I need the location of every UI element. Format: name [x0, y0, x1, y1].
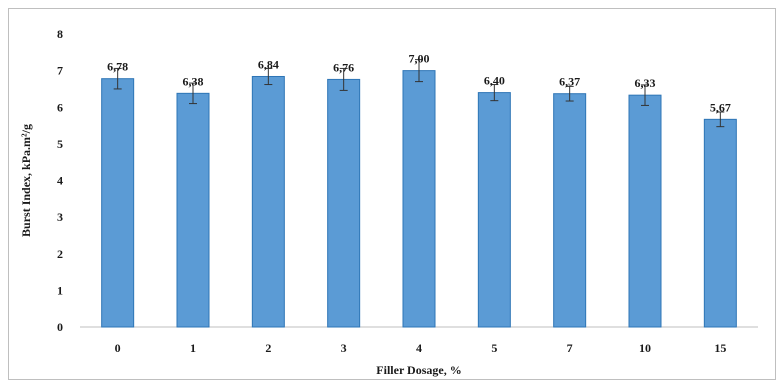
x-axis-title: Filler Dosage, % — [376, 363, 461, 377]
y-tick-label: 8 — [57, 27, 63, 41]
data-label: 6,33 — [635, 76, 656, 90]
y-tick-label: 3 — [57, 210, 63, 224]
data-label: 6,40 — [484, 74, 505, 88]
bar — [176, 92, 210, 328]
bar — [101, 78, 135, 328]
y-tick-label: 6 — [57, 100, 63, 114]
y-tick-label: 4 — [57, 174, 63, 188]
x-tick-label: 3 — [341, 341, 347, 355]
x-tick-label: 0 — [115, 341, 121, 355]
data-label: 5,67 — [710, 100, 731, 114]
x-axis: 0 1 2 3 4 5 7 10 15 — [115, 341, 727, 355]
y-tick-label: 1 — [57, 283, 63, 297]
error-bar — [490, 84, 499, 102]
y-tick-label: 7 — [57, 64, 63, 78]
x-tick-label: 15 — [714, 341, 726, 355]
y-tick-label: 5 — [57, 137, 63, 151]
bar — [703, 118, 737, 328]
data-label: 6,38 — [183, 74, 204, 88]
y-axis-title: Burst Index, kPa.m²/g — [19, 124, 33, 237]
x-tick-label: 7 — [567, 341, 573, 355]
error-bar — [716, 111, 725, 128]
data-label: 6,76 — [333, 60, 354, 74]
bar — [327, 78, 361, 328]
y-tick-label: 2 — [57, 247, 63, 261]
x-tick-label: 4 — [416, 341, 422, 355]
bar — [251, 75, 285, 328]
data-label: 6,78 — [107, 60, 128, 74]
error-bar — [339, 67, 348, 91]
error-bar — [113, 67, 122, 90]
x-tick-label: 1 — [190, 341, 196, 355]
error-bar — [565, 85, 574, 102]
bar — [628, 94, 662, 328]
bar — [553, 93, 587, 328]
bar — [477, 92, 511, 328]
error-bar — [189, 82, 197, 105]
bars-group: 6,78 6,38 6,84 6,76 7,00 6,40 6,37 6,33 5,67 — [101, 52, 737, 328]
x-tick-label: 2 — [265, 341, 271, 355]
error-bar — [415, 59, 423, 83]
error-bar — [641, 84, 649, 106]
y-axis: 0 1 2 3 4 5 6 7 8 — [57, 27, 63, 334]
data-label: 6,37 — [559, 75, 580, 89]
error-bar — [264, 67, 273, 86]
x-tick-label: 10 — [639, 341, 651, 355]
data-label: 6,84 — [258, 57, 279, 71]
y-tick-label: 0 — [57, 320, 63, 334]
bar — [402, 70, 436, 328]
x-tick-label: 5 — [491, 341, 497, 355]
data-label: 7,00 — [409, 52, 430, 66]
